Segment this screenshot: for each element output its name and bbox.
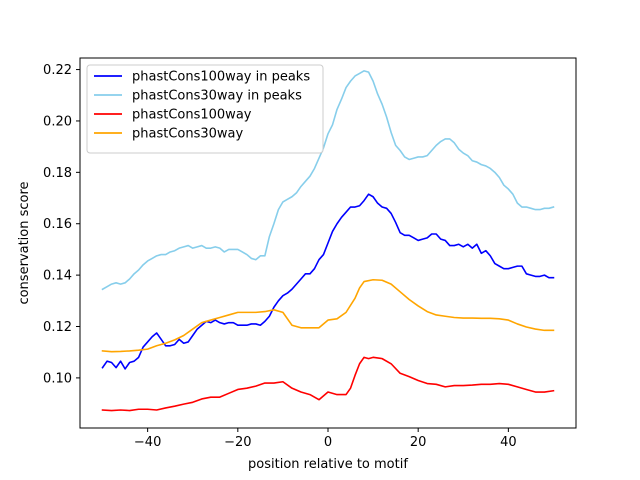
legend-label-1: phastCons100way in peaks xyxy=(132,70,310,85)
ticks-layer: −40 −20 0 20 40 0.10 0.12 0.14 0.16 0.18 0.20 0.22 xyxy=(43,63,517,450)
series-line-3 xyxy=(101,356,555,412)
x-tick-label: −40 xyxy=(134,435,161,450)
y-tick-label: 0.10 xyxy=(43,371,72,386)
legend-label-4: phastCons30way xyxy=(132,127,244,142)
x-tick-label: 40 xyxy=(500,435,517,450)
x-tick-label: −20 xyxy=(224,435,251,450)
y-tick-label: 0.14 xyxy=(43,269,72,284)
series-line-2 xyxy=(101,70,555,291)
series-line-4 xyxy=(101,278,555,353)
y-tick-label: 0.16 xyxy=(43,217,72,232)
legend: phastCons100way in peaks phastCons30way i… xyxy=(86,64,324,154)
legend-label-2: phastCons30way in peaks xyxy=(132,89,302,104)
legend-box xyxy=(86,64,324,154)
y-tick-label: 0.20 xyxy=(43,114,72,129)
x-tick-label: 20 xyxy=(410,435,427,450)
y-tick-label: 0.12 xyxy=(43,320,72,335)
y-axis-label: conservation score xyxy=(17,181,32,304)
y-tick-label: 0.22 xyxy=(43,63,72,78)
x-tick-label: 0 xyxy=(324,435,332,450)
y-tick-label: 0.18 xyxy=(43,166,72,181)
x-axis-label: position relative to motif xyxy=(248,457,408,472)
legend-label-3: phastCons100way xyxy=(132,108,252,123)
series-line-1 xyxy=(101,193,555,370)
series-layer xyxy=(101,70,555,412)
